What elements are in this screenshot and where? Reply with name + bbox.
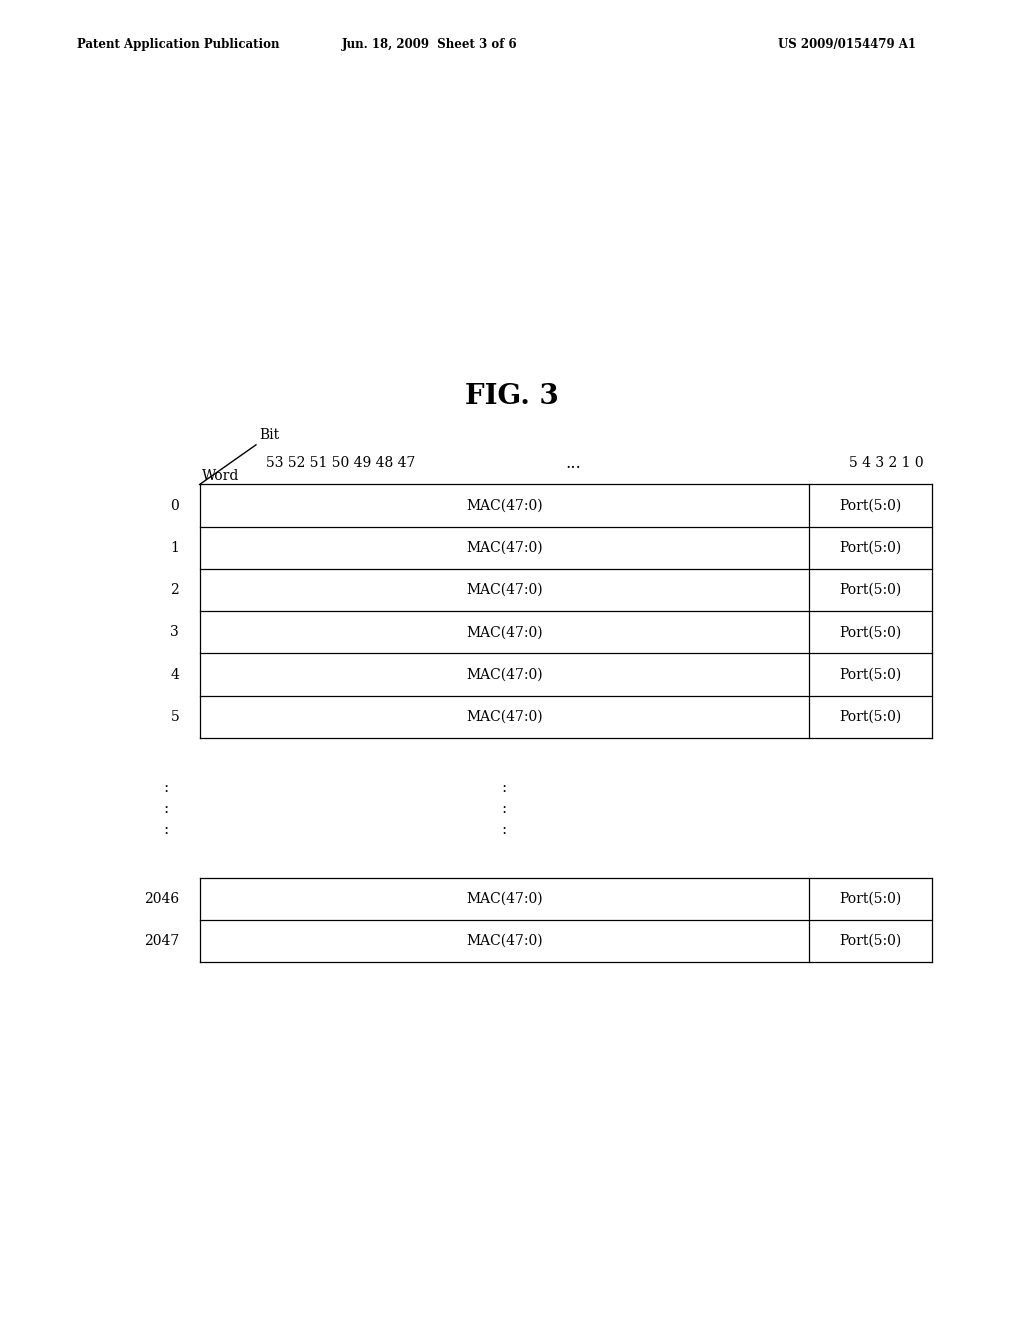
Text: :: :: [502, 781, 507, 795]
Text: 4: 4: [170, 668, 179, 681]
Text: 2047: 2047: [144, 935, 179, 948]
Text: MAC(47:0): MAC(47:0): [466, 710, 543, 723]
Text: Port(5:0): Port(5:0): [840, 499, 901, 512]
Text: FIG. 3: FIG. 3: [465, 383, 559, 409]
Text: :: :: [164, 824, 169, 837]
Text: Port(5:0): Port(5:0): [840, 668, 901, 681]
Text: 3: 3: [170, 626, 179, 639]
Text: 0: 0: [170, 499, 179, 512]
Text: 5: 5: [170, 710, 179, 723]
Text: Port(5:0): Port(5:0): [840, 710, 901, 723]
Text: Word: Word: [202, 469, 239, 483]
Text: MAC(47:0): MAC(47:0): [466, 583, 543, 597]
Text: MAC(47:0): MAC(47:0): [466, 626, 543, 639]
Text: Port(5:0): Port(5:0): [840, 935, 901, 948]
Text: US 2009/0154479 A1: US 2009/0154479 A1: [778, 38, 916, 51]
Text: MAC(47:0): MAC(47:0): [466, 668, 543, 681]
Text: Port(5:0): Port(5:0): [840, 892, 901, 906]
Text: MAC(47:0): MAC(47:0): [466, 892, 543, 906]
Text: Patent Application Publication: Patent Application Publication: [77, 38, 280, 51]
Text: Bit: Bit: [259, 428, 280, 442]
Text: 53 52 51 50 49 48 47: 53 52 51 50 49 48 47: [266, 457, 416, 470]
Text: 2: 2: [170, 583, 179, 597]
Text: Port(5:0): Port(5:0): [840, 541, 901, 554]
Text: MAC(47:0): MAC(47:0): [466, 935, 543, 948]
Text: :: :: [502, 824, 507, 837]
Text: :: :: [164, 781, 169, 795]
Text: ...: ...: [565, 455, 582, 471]
Text: 1: 1: [170, 541, 179, 554]
Text: MAC(47:0): MAC(47:0): [466, 499, 543, 512]
Text: MAC(47:0): MAC(47:0): [466, 541, 543, 554]
Text: 5 4 3 2 1 0: 5 4 3 2 1 0: [849, 457, 924, 470]
Text: 2046: 2046: [144, 892, 179, 906]
Text: Port(5:0): Port(5:0): [840, 626, 901, 639]
Text: :: :: [164, 803, 169, 816]
Text: Jun. 18, 2009  Sheet 3 of 6: Jun. 18, 2009 Sheet 3 of 6: [342, 38, 518, 51]
Text: Port(5:0): Port(5:0): [840, 583, 901, 597]
Text: :: :: [502, 803, 507, 816]
